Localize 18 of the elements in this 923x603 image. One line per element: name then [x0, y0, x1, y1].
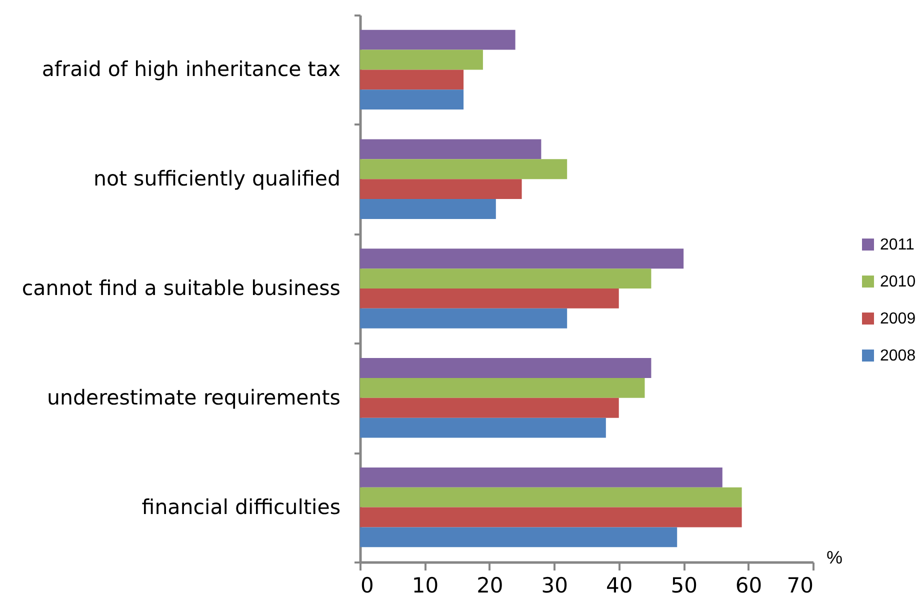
legend-label: 2011	[880, 236, 915, 254]
x-tick-label: 10	[412, 574, 439, 598]
legend-label: 2009	[880, 310, 916, 328]
y-tick-label: not sufficiently qualified	[93, 166, 340, 191]
y-tick-label: financial difficulties	[142, 494, 340, 519]
x-tick-label: 70	[786, 574, 814, 598]
x-tick-label: 30	[541, 574, 568, 598]
x-tick-label: 0	[360, 574, 374, 598]
x-tick-label: 40	[606, 574, 633, 598]
x-axis-title: %	[826, 548, 843, 568]
x-tick-label: 50	[670, 574, 698, 598]
legend-label: 2010	[880, 274, 916, 291]
y-tick-label: underestimate requirements	[47, 385, 340, 410]
x-tick-label: 60	[735, 574, 762, 598]
x-tick-label: 20	[476, 574, 504, 598]
legend-label: 2008	[880, 348, 916, 365]
y-tick-label: afraid of high inheritance tax	[42, 57, 340, 82]
y-tick-label: cannot find a suitable business	[22, 276, 340, 300]
